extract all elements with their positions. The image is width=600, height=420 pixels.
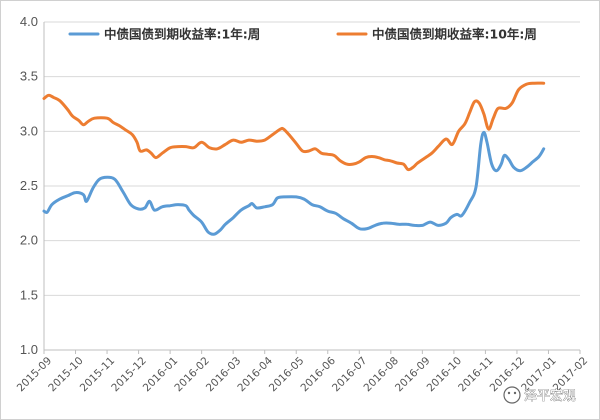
watermark-text: 泽平宏观 xyxy=(524,389,576,404)
legend: 中债国债到期收益率:1年:周 中债国债到期收益率:10年:周 xyxy=(68,27,537,42)
series-lines xyxy=(42,81,546,236)
y-tick-label: 1.0 xyxy=(20,342,38,357)
wechat-icon xyxy=(503,386,521,404)
series-line-2 xyxy=(42,81,546,172)
y-tick-label: 4.0 xyxy=(20,14,38,29)
wechat-icon-dot xyxy=(507,391,511,395)
y-tick-label: 3.0 xyxy=(20,123,38,138)
legend-label-2: 中债国债到期收益率:10年:周 xyxy=(372,27,537,42)
wechat-icon-dot xyxy=(513,391,517,395)
y-axis: 1.0 1.5 2.0 2.5 3.0 3.5 4.0 xyxy=(20,14,45,357)
x-axis: 2015-092015-102015-112015-122016-012016-… xyxy=(15,349,590,394)
y-tick-label: 1.5 xyxy=(20,287,38,302)
series-line-1 xyxy=(42,130,546,236)
legend-label-1: 中债国债到期收益率:1年:周 xyxy=(104,27,260,42)
y-tick-label: 3.5 xyxy=(20,69,38,84)
y-tick-label: 2.0 xyxy=(20,233,38,248)
y-tick-label: 2.5 xyxy=(20,178,38,193)
gridlines xyxy=(44,21,580,296)
watermark: 泽平宏观 xyxy=(503,386,576,404)
